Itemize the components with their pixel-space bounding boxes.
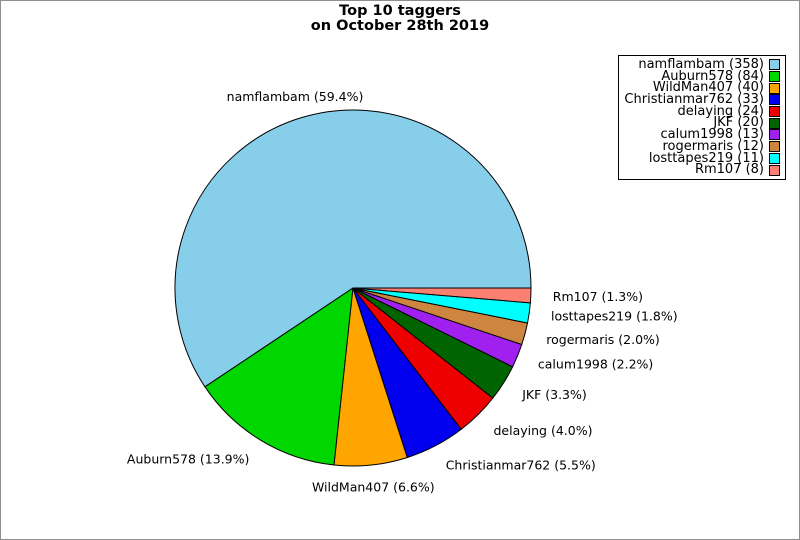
legend-color-swatch xyxy=(769,106,780,118)
legend-color-swatch xyxy=(769,59,780,71)
pie-slice-label: calum1998 (2.2%) xyxy=(538,357,653,372)
legend-item: Auburn578 (84) xyxy=(624,68,780,84)
pie-slice-namflambam xyxy=(174,109,532,388)
pie-slice-label: losttapes219 (1.8%) xyxy=(551,309,678,324)
pie-slice-label: JKF (3.3%) xyxy=(521,387,587,402)
chart-title: Top 10 taggers on October 28th 2019 xyxy=(1,4,799,33)
pie-slice-label: WildMan407 (6.6%) xyxy=(312,480,435,495)
legend-item: Christianmar762 (33) xyxy=(624,92,780,108)
legend-item: namflambam (358) xyxy=(624,57,780,72)
pie-slice-label: delaying (4.0%) xyxy=(494,423,593,438)
legend-color-swatch xyxy=(769,129,780,141)
legend-color-swatch xyxy=(769,141,780,153)
pie-slice-label: Rm107 (1.3%) xyxy=(553,289,643,304)
legend-item-label: JKF (20) xyxy=(713,115,764,131)
legend-item-label: Auburn578 (84) xyxy=(661,68,764,84)
legend-item: losttapes219 (11) xyxy=(624,150,780,166)
legend-color-swatch xyxy=(769,117,780,129)
legend-item-label: Christianmar762 (33) xyxy=(624,92,764,108)
chart-title-line1: Top 10 taggers xyxy=(339,3,461,19)
legend-item-label: calum1998 (13) xyxy=(660,127,764,143)
legend-color-swatch xyxy=(769,152,780,164)
legend-color-swatch xyxy=(769,82,780,94)
legend-item-label: Rm107 (8) xyxy=(694,162,764,178)
legend-color-swatch xyxy=(769,164,780,176)
legend: namflambam (358) Auburn578 (84) WildMan407… xyxy=(618,55,786,180)
legend-item: JKF (20) xyxy=(624,117,780,129)
legend-item: WildMan407 (40) xyxy=(624,82,780,94)
pie-slice-label: namflambam (59.4%) xyxy=(227,89,364,104)
legend-item-label: delaying (24) xyxy=(677,103,764,119)
legend-color-swatch xyxy=(769,94,780,106)
legend-item-label: WildMan407 (40) xyxy=(652,80,764,96)
legend-item: Rm107 (8) xyxy=(624,162,780,178)
pie-slice-label: rogermaris (2.0%) xyxy=(546,332,660,347)
pie-slice-Auburn578 xyxy=(204,287,354,466)
legend-item-label: rogermaris (12) xyxy=(662,138,764,154)
pie-slice-Rm107 xyxy=(352,287,532,304)
legend-item: rogermaris (12) xyxy=(624,138,780,154)
legend-item: calum1998 (13) xyxy=(624,127,780,143)
legend-color-swatch xyxy=(769,71,780,83)
legend-item: delaying (24) xyxy=(624,103,780,119)
chart-title-line2: on October 28th 2019 xyxy=(310,17,490,34)
pie-slice-label: Auburn578 (13.9%) xyxy=(127,452,249,467)
legend-item-label: losttapes219 (11) xyxy=(648,150,764,166)
pie-slice-label: Christianmar762 (5.5%) xyxy=(446,458,596,473)
legend-item-label: namflambam (358) xyxy=(638,57,764,72)
